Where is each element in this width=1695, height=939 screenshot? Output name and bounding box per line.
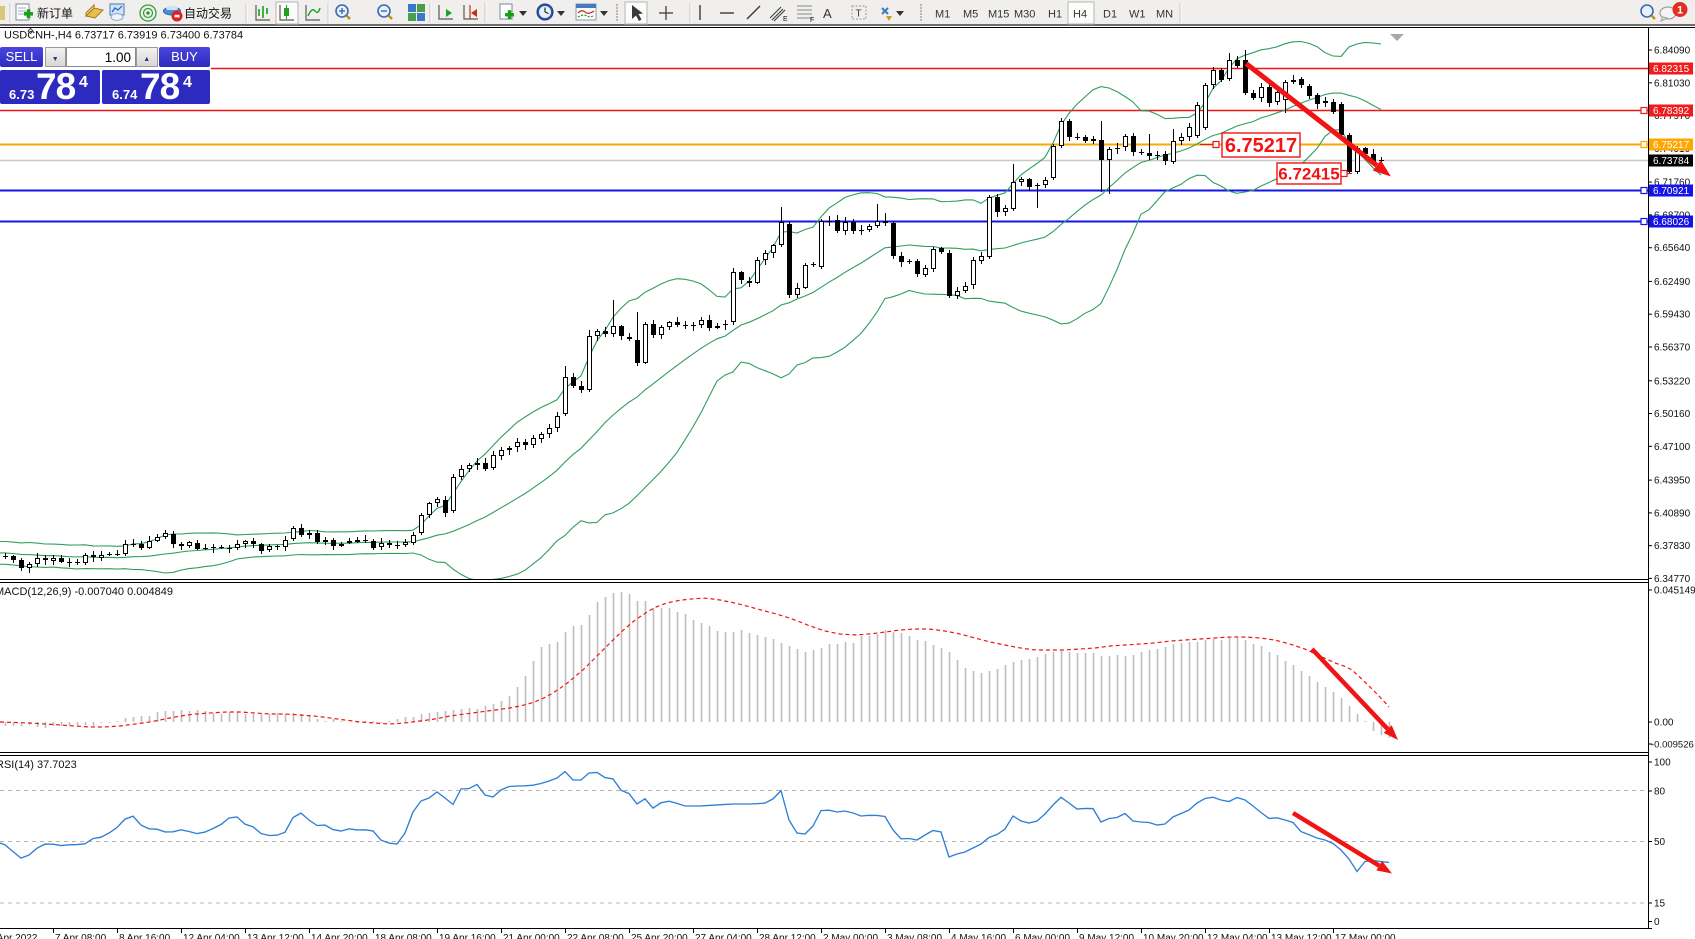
svg-text:0.045149: 0.045149 <box>1654 586 1695 597</box>
svg-text:1: 1 <box>1677 5 1683 17</box>
svg-text:6.34770: 6.34770 <box>1654 574 1691 585</box>
svg-text:6 Apr 2022: 6 Apr 2022 <box>0 933 38 939</box>
svg-text:6.68026: 6.68026 <box>1653 217 1690 228</box>
svg-text:21 Apr 00:00: 21 Apr 00:00 <box>503 933 560 939</box>
svg-text:6.72415: 6.72415 <box>1278 165 1339 184</box>
svg-text:9 May 12:00: 9 May 12:00 <box>1079 933 1134 939</box>
svg-text:M30: M30 <box>1014 9 1035 21</box>
svg-text:H1: H1 <box>1048 9 1062 21</box>
svg-text:6.77970: 6.77970 <box>1654 111 1691 122</box>
svg-text:6.84090: 6.84090 <box>1654 46 1691 57</box>
svg-text:12 May 04:00: 12 May 04:00 <box>1207 933 1268 939</box>
svg-text:80: 80 <box>1654 787 1666 798</box>
svg-text:6.78392: 6.78392 <box>1653 106 1690 117</box>
svg-text:6 May 00:00: 6 May 00:00 <box>1015 933 1070 939</box>
svg-text:6.50160: 6.50160 <box>1654 409 1691 420</box>
svg-text:E: E <box>783 16 788 23</box>
svg-text:T: T <box>856 9 862 20</box>
svg-text:M1: M1 <box>935 9 950 21</box>
svg-text:新订单: 新订单 <box>37 6 73 21</box>
svg-text:6.62490: 6.62490 <box>1654 277 1691 288</box>
svg-text:28 Apr 12:00: 28 Apr 12:00 <box>759 933 816 939</box>
svg-text:F: F <box>810 17 814 24</box>
svg-text:自动交易: 自动交易 <box>184 6 232 21</box>
svg-text:6.65640: 6.65640 <box>1654 243 1691 254</box>
svg-text:6.73784: 6.73784 <box>1653 156 1690 167</box>
svg-text:6.71760: 6.71760 <box>1654 178 1691 189</box>
svg-text:50: 50 <box>1654 837 1666 848</box>
svg-text:18 Apr 08:00: 18 Apr 08:00 <box>375 933 432 939</box>
svg-text:15: 15 <box>1654 899 1666 910</box>
svg-text:M5: M5 <box>963 9 978 21</box>
svg-text:0.00: 0.00 <box>1654 718 1674 729</box>
svg-text:-0.009526: -0.009526 <box>1651 740 1694 751</box>
svg-text:27 Apr 04:00: 27 Apr 04:00 <box>695 933 752 939</box>
svg-text:MN: MN <box>1156 9 1173 21</box>
svg-text:12 Apr 04:00: 12 Apr 04:00 <box>183 933 240 939</box>
svg-text:14 Apr 20:00: 14 Apr 20:00 <box>311 933 368 939</box>
svg-text:22 Apr 08:00: 22 Apr 08:00 <box>567 933 624 939</box>
svg-text:6.70921: 6.70921 <box>1653 186 1690 197</box>
svg-text:17 May 00:00: 17 May 00:00 <box>1335 933 1396 939</box>
svg-text:0: 0 <box>1654 917 1660 928</box>
svg-text:6.47100: 6.47100 <box>1654 442 1691 453</box>
svg-text:13 May 12:00: 13 May 12:00 <box>1271 933 1332 939</box>
svg-text:6.81030: 6.81030 <box>1654 78 1691 89</box>
svg-text:100: 100 <box>1654 758 1671 769</box>
svg-text:13 Apr 12:00: 13 Apr 12:00 <box>247 933 304 939</box>
svg-text:A: A <box>823 6 832 21</box>
svg-text:6.40890: 6.40890 <box>1654 508 1691 519</box>
svg-text:6.75217: 6.75217 <box>1225 135 1297 157</box>
svg-text:25 Apr 20:00: 25 Apr 20:00 <box>631 933 688 939</box>
svg-text:3 May 08:00: 3 May 08:00 <box>887 933 942 939</box>
svg-text:W1: W1 <box>1129 9 1146 21</box>
svg-text:RSI(14) 37.7023: RSI(14) 37.7023 <box>0 759 77 771</box>
svg-text:H4: H4 <box>1073 9 1087 21</box>
svg-text:6.53220: 6.53220 <box>1654 376 1691 387</box>
svg-text:6.37830: 6.37830 <box>1654 541 1691 552</box>
svg-text:USDCNH-,H4 6.73717 6.73919 6.: USDCNH-,H4 6.73717 6.73919 6.73400 6.737… <box>4 30 243 42</box>
svg-text:4 May 16:00: 4 May 16:00 <box>951 933 1006 939</box>
svg-text:MACD(12,26,9) -0.007040 0.0048: MACD(12,26,9) -0.007040 0.004849 <box>0 586 173 598</box>
svg-text:M15: M15 <box>988 9 1009 21</box>
svg-text:6.59430: 6.59430 <box>1654 310 1691 321</box>
svg-text:2 May 00:00: 2 May 00:00 <box>823 933 878 939</box>
svg-text:D1: D1 <box>1103 9 1117 21</box>
svg-text:6.56370: 6.56370 <box>1654 343 1691 354</box>
svg-text:10 May 20:00: 10 May 20:00 <box>1143 933 1204 939</box>
svg-text:8 Apr 16:00: 8 Apr 16:00 <box>119 933 171 939</box>
svg-text:6.43950: 6.43950 <box>1654 476 1691 487</box>
svg-text:6.82315: 6.82315 <box>1653 64 1690 75</box>
svg-text:19 Apr 16:00: 19 Apr 16:00 <box>439 933 496 939</box>
svg-text:7 Apr 08:00: 7 Apr 08:00 <box>55 933 107 939</box>
svg-text:6.75217: 6.75217 <box>1653 140 1690 151</box>
